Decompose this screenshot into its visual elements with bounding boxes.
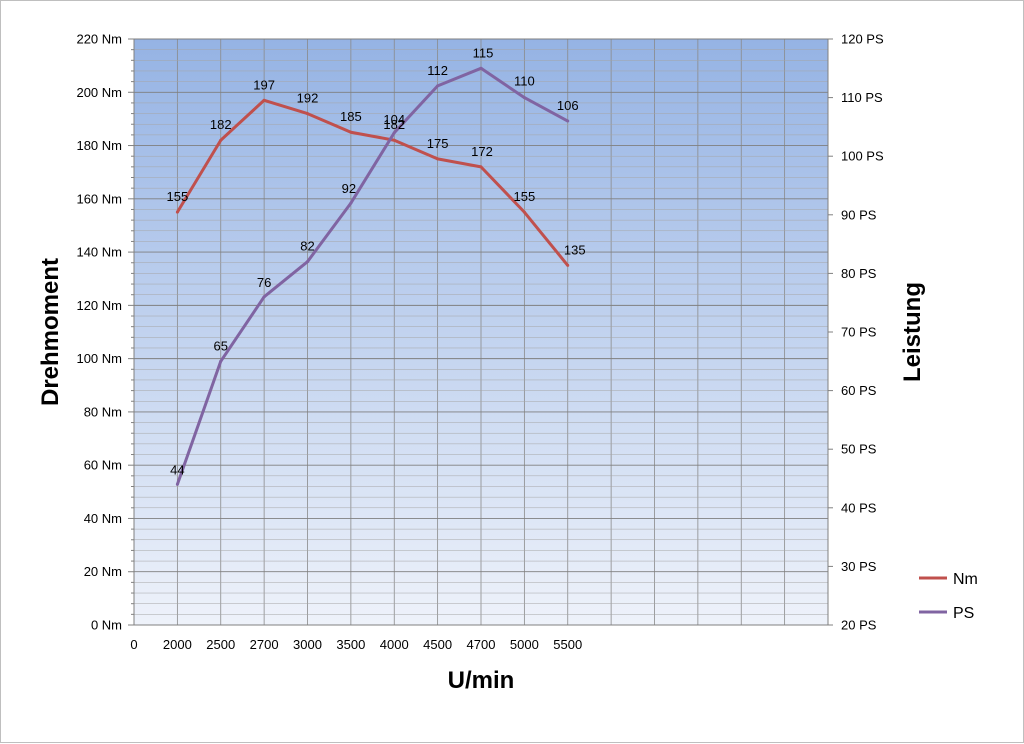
data-label-ps: 104 xyxy=(383,112,405,127)
x-tick-label: 3000 xyxy=(293,637,322,652)
x-tick-label: 5000 xyxy=(510,637,539,652)
y-tick-label: 20 Nm xyxy=(84,564,122,579)
y-tick-label: 180 Nm xyxy=(76,138,122,153)
y2-tick-label: 120 PS xyxy=(841,32,884,47)
data-labels: 155 182 197 192 185 182 175 172 155 135 44 65 76 82 92… xyxy=(167,45,586,477)
y2-tick-label: 20 PS xyxy=(841,618,877,633)
data-label-nm: 197 xyxy=(253,77,275,92)
tick-labels: 0 Nm 20 Nm 40 Nm 60 Nm 80 Nm 100 Nm 120 Nm 140 … xyxy=(76,32,884,653)
data-label-nm: 182 xyxy=(210,117,232,132)
y2-tick-label: 50 PS xyxy=(841,442,877,457)
data-point-nm xyxy=(522,210,526,214)
x-tick-label: 4000 xyxy=(380,637,409,652)
data-point-nm xyxy=(566,263,570,267)
y-tick-label: 40 Nm xyxy=(84,511,122,526)
y2-tick-label: 60 PS xyxy=(841,383,877,398)
data-label-ps: 76 xyxy=(257,275,271,290)
data-point-ps xyxy=(219,359,223,363)
x-tick-label: 5500 xyxy=(553,637,582,652)
y2-tick-label: 80 PS xyxy=(841,266,877,281)
y2-tick-label: 70 PS xyxy=(841,325,877,340)
data-point-nm xyxy=(306,112,309,116)
data-label-nm: 175 xyxy=(427,136,449,151)
legend-label-nm: Nm xyxy=(953,571,978,588)
data-point-ps xyxy=(175,482,179,486)
data-point-nm xyxy=(175,210,179,214)
data-point-nm xyxy=(436,157,440,161)
x-tick-label: 2700 xyxy=(250,637,279,652)
data-label-nm: 135 xyxy=(564,242,586,257)
data-label-nm: 192 xyxy=(297,91,319,106)
x-tick-label: 4500 xyxy=(423,637,452,652)
y-tick-label: 200 Nm xyxy=(76,85,122,100)
x-tick-label: 2500 xyxy=(206,637,235,652)
data-label-ps: 106 xyxy=(557,98,579,113)
y-tick-label: 80 Nm xyxy=(84,404,122,419)
y2-tick-label: 90 PS xyxy=(841,207,877,222)
data-label-ps: 65 xyxy=(214,338,228,353)
y2-tick-label: 40 PS xyxy=(841,500,877,515)
data-point-ps xyxy=(306,260,309,264)
gridlines xyxy=(133,38,829,626)
data-point-ps xyxy=(566,119,570,123)
x-axis-title: U/min xyxy=(448,667,515,694)
data-label-nm: 182 xyxy=(383,117,405,132)
data-point-ps xyxy=(522,96,526,100)
data-point-nm xyxy=(262,98,266,102)
data-label-nm: 155 xyxy=(514,189,536,204)
y-tick-label: 160 Nm xyxy=(76,191,122,206)
data-point-nm xyxy=(349,130,353,134)
axes xyxy=(128,38,833,626)
y-tick-label: 100 Nm xyxy=(76,351,122,366)
y-tick-label: 60 Nm xyxy=(84,458,122,473)
y2-tick-label: 30 PS xyxy=(841,559,877,574)
x-tick-label: 0 xyxy=(130,637,137,652)
y2-axis-title: Leistung xyxy=(899,282,926,382)
data-label-ps: 44 xyxy=(170,462,184,477)
y2-tick-label: 110 PS xyxy=(841,90,883,105)
y-tick-label: 120 Nm xyxy=(76,298,122,313)
series-line-ps xyxy=(175,66,569,485)
y2-tick-label: 100 PS xyxy=(841,149,884,164)
series-lines xyxy=(175,66,570,486)
x-tick-label: 3500 xyxy=(336,637,365,652)
data-label-ps: 110 xyxy=(514,74,535,89)
data-point-nm xyxy=(392,138,396,142)
data-point-ps xyxy=(349,201,353,205)
data-label-nm: 172 xyxy=(471,144,493,159)
data-point-ps xyxy=(436,84,440,88)
y-tick-label: 0 Nm xyxy=(91,618,122,633)
data-label-ps: 82 xyxy=(300,239,314,254)
data-label-ps: 112 xyxy=(427,63,448,78)
data-label-ps: 92 xyxy=(342,181,356,196)
series-line-nm xyxy=(176,98,569,267)
y-tick-label: 140 Nm xyxy=(76,245,122,260)
legend: Nm PS xyxy=(919,571,978,622)
legend-label-ps: PS xyxy=(953,605,974,622)
data-point-ps xyxy=(262,295,266,299)
y-axis-title: Drehmoment xyxy=(37,258,64,406)
data-label-ps: 115 xyxy=(473,45,494,60)
y-tick-label: 220 Nm xyxy=(76,32,122,47)
data-point-ps xyxy=(479,66,483,70)
data-label-nm: 155 xyxy=(167,189,189,204)
x-tick-label: 2000 xyxy=(163,637,192,652)
data-point-nm xyxy=(219,138,223,142)
data-point-nm xyxy=(479,165,483,169)
x-tick-label: 4700 xyxy=(467,637,496,652)
data-label-nm: 185 xyxy=(340,109,362,124)
data-point-ps xyxy=(392,131,396,135)
